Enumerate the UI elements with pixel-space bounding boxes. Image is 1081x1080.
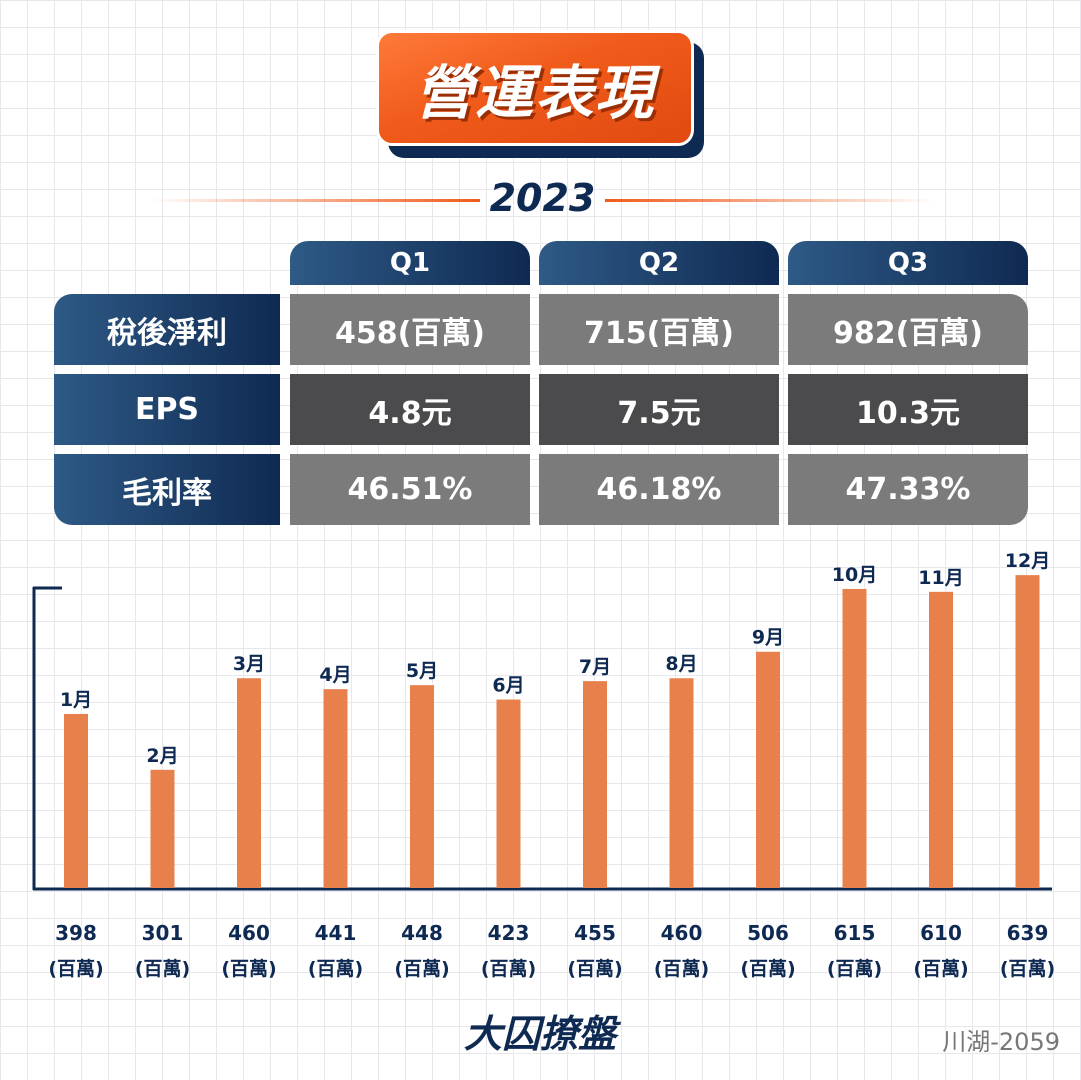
table-cell: 7.5元 — [539, 374, 779, 445]
bar-category-label: 9月 — [752, 627, 784, 649]
bar-category-label: 7月 — [579, 656, 611, 678]
bar-5 — [410, 685, 434, 888]
quarter-header-q1: Q1 — [290, 241, 530, 285]
bar-category-label: 8月 — [665, 653, 697, 675]
bar-category-label: 2月 — [146, 745, 178, 767]
bar-category-label: 3月 — [233, 653, 265, 675]
bar-value-label: 615 — [834, 921, 876, 945]
table-cell: 715(百萬) — [539, 294, 779, 365]
bar-value-label: 639 — [1007, 921, 1049, 945]
bar-7 — [583, 681, 607, 888]
bar-value-label: 610 — [920, 921, 962, 945]
stock-code: 川湖-2059 — [942, 1028, 1060, 1056]
bar-unit-label: (百萬) — [308, 958, 363, 980]
bar-category-label: 6月 — [492, 675, 524, 697]
bar-category-label: 10月 — [832, 564, 877, 586]
bar-value-label: 448 — [401, 921, 443, 945]
bar-value-label: 441 — [315, 921, 357, 945]
bar-10 — [842, 588, 867, 888]
bar-unit-label: (百萬) — [481, 958, 536, 980]
row-label-eps: EPS — [54, 374, 280, 445]
quarter-header-q2: Q2 — [539, 241, 779, 285]
bar-9 — [756, 651, 780, 888]
table-cell: 47.33% — [788, 454, 1028, 525]
bar-4 — [323, 689, 348, 888]
bar-12 — [1015, 575, 1040, 888]
table-cell: 458(百萬) — [290, 294, 530, 365]
table-cell: 4.8元 — [290, 374, 530, 445]
bar-value-label: 506 — [747, 921, 789, 945]
bar-unit-label: (百萬) — [394, 958, 449, 980]
bar-category-label: 4月 — [319, 664, 351, 686]
bar-unit-label: (百萬) — [740, 958, 795, 980]
bar-value-label: 455 — [574, 921, 616, 945]
bar-unit-label: (百萬) — [48, 958, 103, 980]
bar-value-label: 460 — [228, 921, 270, 945]
bar-1 — [64, 713, 88, 888]
bar-value-label: 398 — [55, 921, 97, 945]
bar-category-label: 12月 — [1005, 550, 1050, 572]
table-cell: 10.3元 — [788, 374, 1028, 445]
bar-value-label: 423 — [488, 921, 530, 945]
page-title: 營運表現 — [376, 30, 694, 146]
bar-6 — [496, 699, 521, 888]
table-cell: 982(百萬) — [788, 294, 1028, 365]
bar-unit-label: (百萬) — [567, 958, 622, 980]
bar-series: 1月 398 (百萬) 2月 301 (百萬) 3月 460 (百萬) 4月 441 (百萬) 5月 44… — [48, 550, 1055, 980]
bar-unit-label: (百萬) — [221, 958, 276, 980]
year-label: 2023 — [489, 176, 596, 220]
bar-category-label: 5月 — [406, 660, 438, 682]
bar-8 — [669, 678, 694, 888]
bar-category-label: 11月 — [918, 567, 963, 589]
bar-11 — [929, 591, 953, 888]
bar-category-label: 1月 — [60, 689, 92, 711]
bar-value-label: 460 — [661, 921, 703, 945]
brand-logo-text: 大囚撩盤 — [463, 1012, 616, 1056]
bar-3 — [237, 678, 261, 888]
title-badge: 營運表現 — [376, 30, 706, 160]
table-cell: 46.18% — [539, 454, 779, 525]
row-label-gross-margin: 毛利率 — [54, 454, 280, 525]
bar-2 — [150, 769, 175, 888]
bar-value-label: 301 — [142, 921, 184, 945]
year-divider-right — [605, 199, 935, 202]
year-divider-left — [150, 199, 480, 202]
bar-unit-label: (百萬) — [913, 958, 968, 980]
bar-unit-label: (百萬) — [135, 958, 190, 980]
quarter-header-q3: Q3 — [788, 241, 1028, 285]
row-label-net-income: 稅後淨利 — [54, 294, 280, 365]
bar-unit-label: (百萬) — [827, 958, 882, 980]
table-cell: 46.51% — [290, 454, 530, 525]
bar-unit-label: (百萬) — [1000, 958, 1055, 980]
bar-unit-label: (百萬) — [654, 958, 709, 980]
